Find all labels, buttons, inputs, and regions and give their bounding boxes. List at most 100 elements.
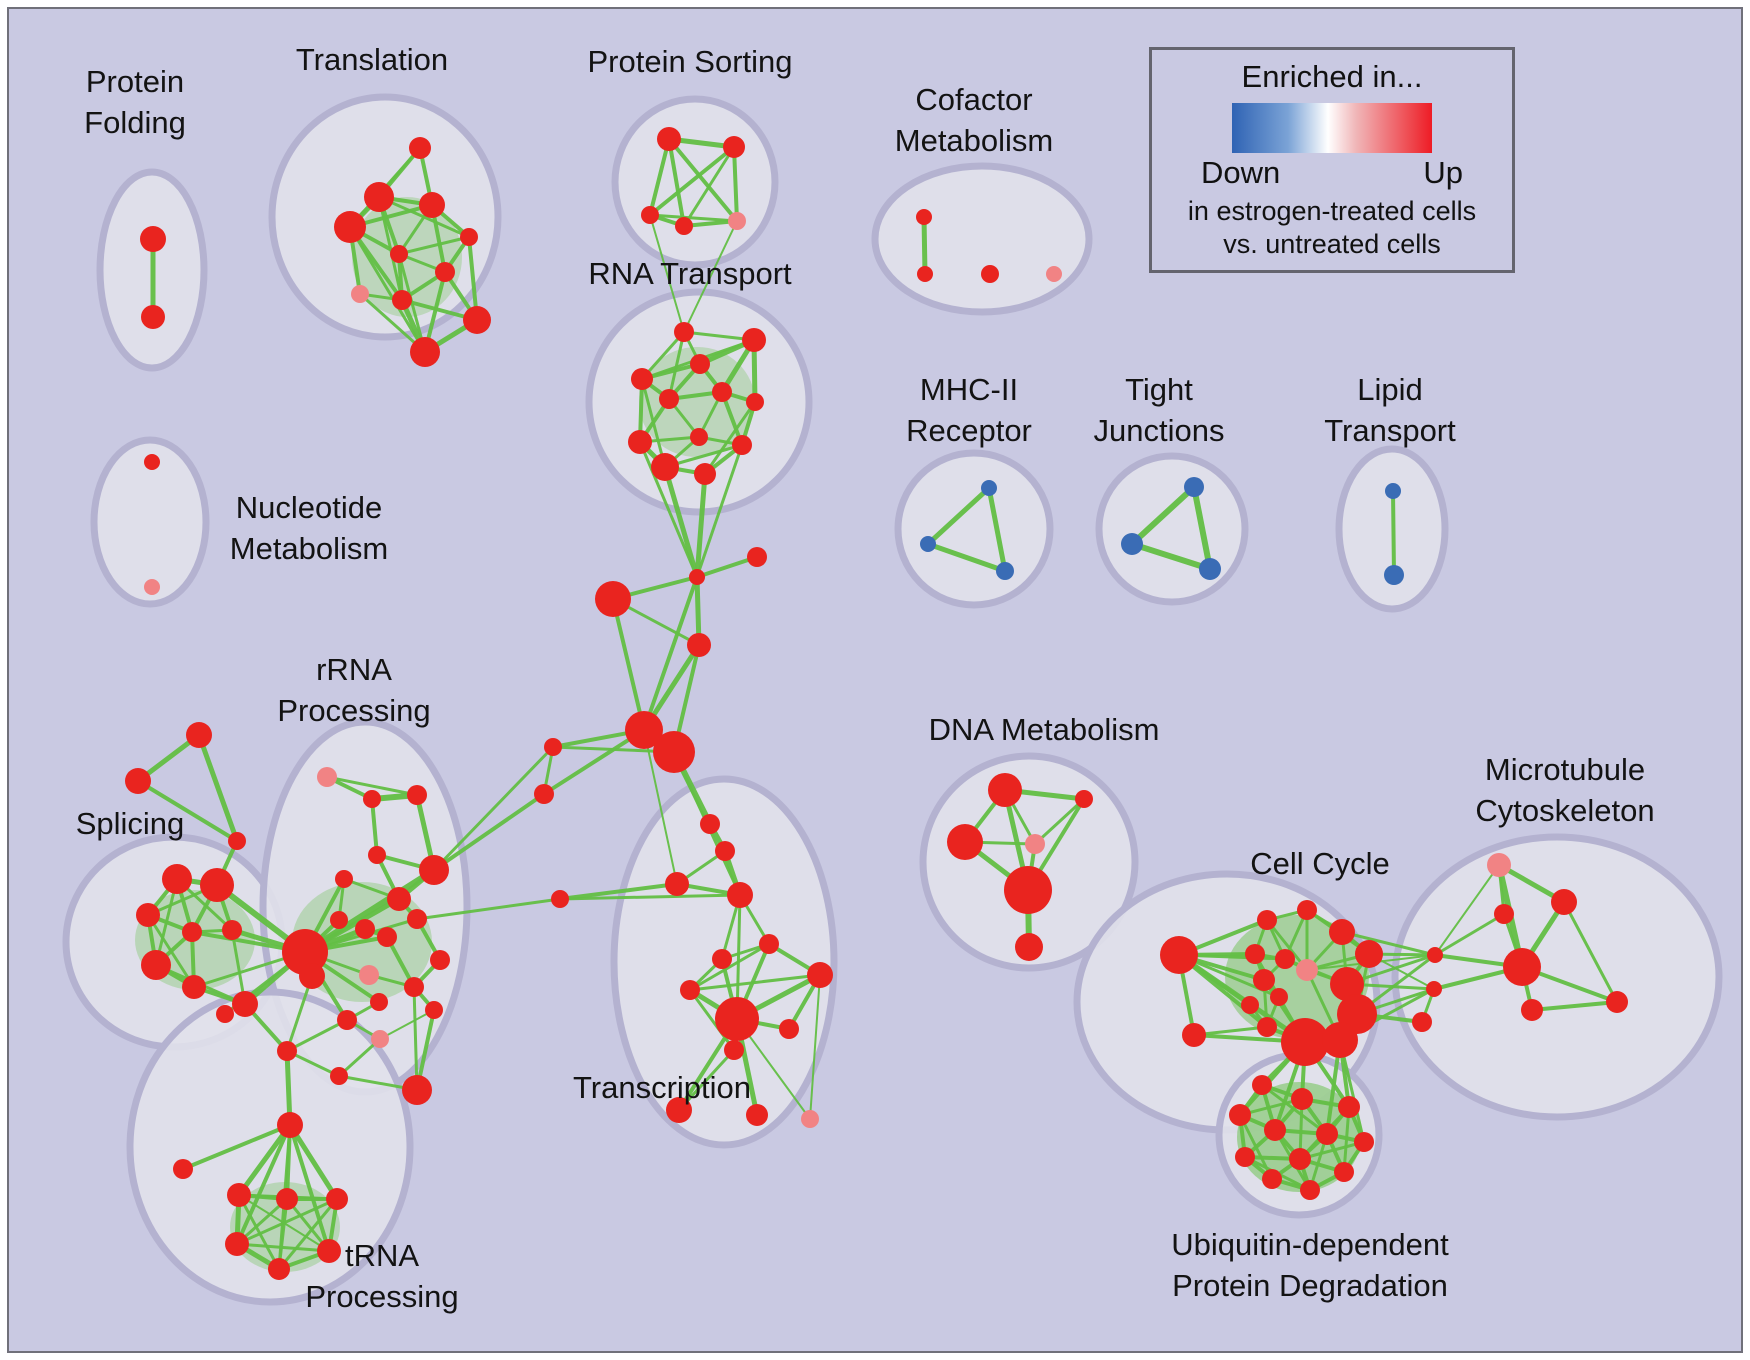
gene-set-node-L2[interactable] bbox=[534, 784, 554, 804]
gene-set-node-cc0[interactable] bbox=[1182, 1023, 1206, 1047]
gene-set-node-u3[interactable] bbox=[1338, 1096, 1360, 1118]
gene-set-node-t5[interactable] bbox=[460, 228, 478, 246]
gene-set-node-u9[interactable] bbox=[1289, 1148, 1311, 1170]
gene-set-node-d4[interactable] bbox=[1025, 834, 1045, 854]
gene-set-node-u2[interactable] bbox=[1291, 1088, 1313, 1110]
gene-set-node-r5[interactable] bbox=[335, 870, 353, 888]
gene-set-node-rt6[interactable] bbox=[659, 389, 679, 409]
gene-set-node-t10[interactable] bbox=[463, 306, 491, 334]
gene-set-node-r13[interactable] bbox=[359, 965, 379, 985]
gene-set-node-mt5[interactable] bbox=[1521, 999, 1543, 1021]
gene-set-node-rt5[interactable] bbox=[712, 382, 732, 402]
gene-set-node-t11[interactable] bbox=[410, 337, 440, 367]
gene-set-node-t4[interactable] bbox=[334, 211, 366, 243]
gene-set-node-sp2[interactable] bbox=[200, 868, 234, 902]
gene-set-node-tr4[interactable] bbox=[551, 890, 569, 908]
gene-set-node-cc7[interactable] bbox=[1355, 940, 1383, 968]
gene-set-node-cb0[interactable] bbox=[1330, 967, 1364, 1001]
gene-set-node-cc11[interactable] bbox=[1257, 1017, 1277, 1037]
gene-set-node-t3[interactable] bbox=[419, 192, 445, 218]
gene-set-node-cc10[interactable] bbox=[1241, 996, 1259, 1014]
gene-set-node-cc9[interactable] bbox=[1270, 988, 1288, 1006]
gene-set-node-m1[interactable] bbox=[402, 1075, 432, 1105]
gene-set-node-cc3[interactable] bbox=[1329, 919, 1355, 945]
gene-set-node-r20[interactable] bbox=[216, 1005, 234, 1023]
gene-set-node-d3[interactable] bbox=[947, 824, 983, 860]
gene-set-node-nm2[interactable] bbox=[144, 579, 160, 595]
gene-set-node-th1[interactable] bbox=[227, 1183, 251, 1207]
gene-set-node-k1[interactable] bbox=[277, 1041, 297, 1061]
gene-set-node-mh1[interactable] bbox=[981, 480, 997, 496]
gene-set-node-lt2[interactable] bbox=[1384, 565, 1404, 585]
gene-set-node-r12[interactable] bbox=[430, 950, 450, 970]
gene-set-node-th5[interactable] bbox=[317, 1239, 341, 1263]
gene-set-node-rt4[interactable] bbox=[631, 368, 653, 390]
gene-set-node-u1[interactable] bbox=[1252, 1075, 1272, 1095]
gene-set-node-rt11[interactable] bbox=[651, 453, 679, 481]
gene-set-node-ps2[interactable] bbox=[723, 136, 745, 158]
gene-set-node-cf1[interactable] bbox=[916, 209, 932, 225]
gene-set-node-mt2[interactable] bbox=[1551, 889, 1577, 915]
gene-set-node-sp8[interactable] bbox=[232, 991, 258, 1017]
gene-set-node-th2[interactable] bbox=[276, 1188, 298, 1210]
gene-set-node-L1[interactable] bbox=[544, 738, 562, 756]
gene-set-node-trH[interactable] bbox=[715, 997, 759, 1041]
gene-set-node-r11[interactable] bbox=[377, 927, 397, 947]
gene-set-node-tr14[interactable] bbox=[801, 1110, 819, 1128]
gene-set-node-pf2[interactable] bbox=[141, 305, 165, 329]
gene-set-node-r14[interactable] bbox=[404, 977, 424, 997]
gene-set-node-tj1[interactable] bbox=[1184, 477, 1204, 497]
gene-set-node-tr3[interactable] bbox=[665, 872, 689, 896]
gene-set-node-pf1[interactable] bbox=[140, 226, 166, 252]
gene-set-node-u6[interactable] bbox=[1316, 1123, 1338, 1145]
gene-set-node-d2[interactable] bbox=[1075, 790, 1093, 808]
gene-set-node-t6[interactable] bbox=[390, 245, 408, 263]
gene-set-node-u4[interactable] bbox=[1229, 1104, 1251, 1126]
gene-set-node-rt10[interactable] bbox=[732, 435, 752, 455]
gene-set-node-r7[interactable] bbox=[387, 887, 411, 911]
gene-set-node-cc6[interactable] bbox=[1296, 959, 1318, 981]
gene-set-node-mt4[interactable] bbox=[1606, 991, 1628, 1013]
gene-set-node-tr2[interactable] bbox=[715, 841, 735, 861]
gene-set-node-sp7[interactable] bbox=[182, 975, 206, 999]
gene-set-node-cc2[interactable] bbox=[1297, 900, 1317, 920]
gene-set-node-t7[interactable] bbox=[435, 262, 455, 282]
gene-set-node-u10[interactable] bbox=[1334, 1162, 1354, 1182]
gene-set-node-ps4[interactable] bbox=[675, 217, 693, 235]
gene-set-node-rt7[interactable] bbox=[746, 393, 764, 411]
gene-set-node-tl1[interactable] bbox=[173, 1159, 193, 1179]
gene-set-node-tr5[interactable] bbox=[727, 882, 753, 908]
gene-set-node-mt3[interactable] bbox=[1494, 904, 1514, 924]
gene-set-node-r3[interactable] bbox=[407, 785, 427, 805]
gene-set-node-rt12[interactable] bbox=[694, 463, 716, 485]
gene-set-node-rt3[interactable] bbox=[690, 354, 710, 374]
gene-set-node-tr8[interactable] bbox=[807, 962, 833, 988]
gene-set-node-rt9[interactable] bbox=[628, 430, 652, 454]
gene-set-node-th3[interactable] bbox=[326, 1188, 348, 1210]
gene-set-node-r18[interactable] bbox=[371, 1030, 389, 1048]
gene-set-node-cc5[interactable] bbox=[1275, 949, 1295, 969]
gene-set-node-u11[interactable] bbox=[1262, 1169, 1282, 1189]
gene-set-node-hub1[interactable] bbox=[595, 581, 631, 617]
gene-set-node-hubA[interactable] bbox=[625, 711, 663, 749]
gene-set-node-r8[interactable] bbox=[407, 909, 427, 929]
gene-set-node-sp1[interactable] bbox=[162, 864, 192, 894]
gene-set-node-th6[interactable] bbox=[268, 1258, 290, 1280]
gene-set-node-c1[interactable] bbox=[747, 547, 767, 567]
gene-set-node-tr10[interactable] bbox=[779, 1019, 799, 1039]
gene-set-node-ps1[interactable] bbox=[657, 127, 681, 151]
gene-set-node-s2[interactable] bbox=[125, 768, 151, 794]
gene-set-node-r17[interactable] bbox=[337, 1010, 357, 1030]
gene-set-node-cc8[interactable] bbox=[1253, 969, 1275, 991]
gene-set-node-r2[interactable] bbox=[363, 790, 381, 808]
gene-set-node-t8[interactable] bbox=[351, 285, 369, 303]
gene-set-node-rh[interactable] bbox=[282, 929, 328, 975]
gene-set-node-rt1[interactable] bbox=[674, 322, 694, 342]
gene-set-node-d6[interactable] bbox=[1015, 933, 1043, 961]
gene-set-node-nm1[interactable] bbox=[144, 454, 160, 470]
gene-set-node-ps5[interactable] bbox=[728, 212, 746, 230]
gene-set-node-mt1[interactable] bbox=[1487, 853, 1511, 877]
gene-set-node-s1[interactable] bbox=[186, 722, 212, 748]
gene-set-node-mj1[interactable] bbox=[1427, 947, 1443, 963]
gene-set-node-cf2[interactable] bbox=[917, 266, 933, 282]
